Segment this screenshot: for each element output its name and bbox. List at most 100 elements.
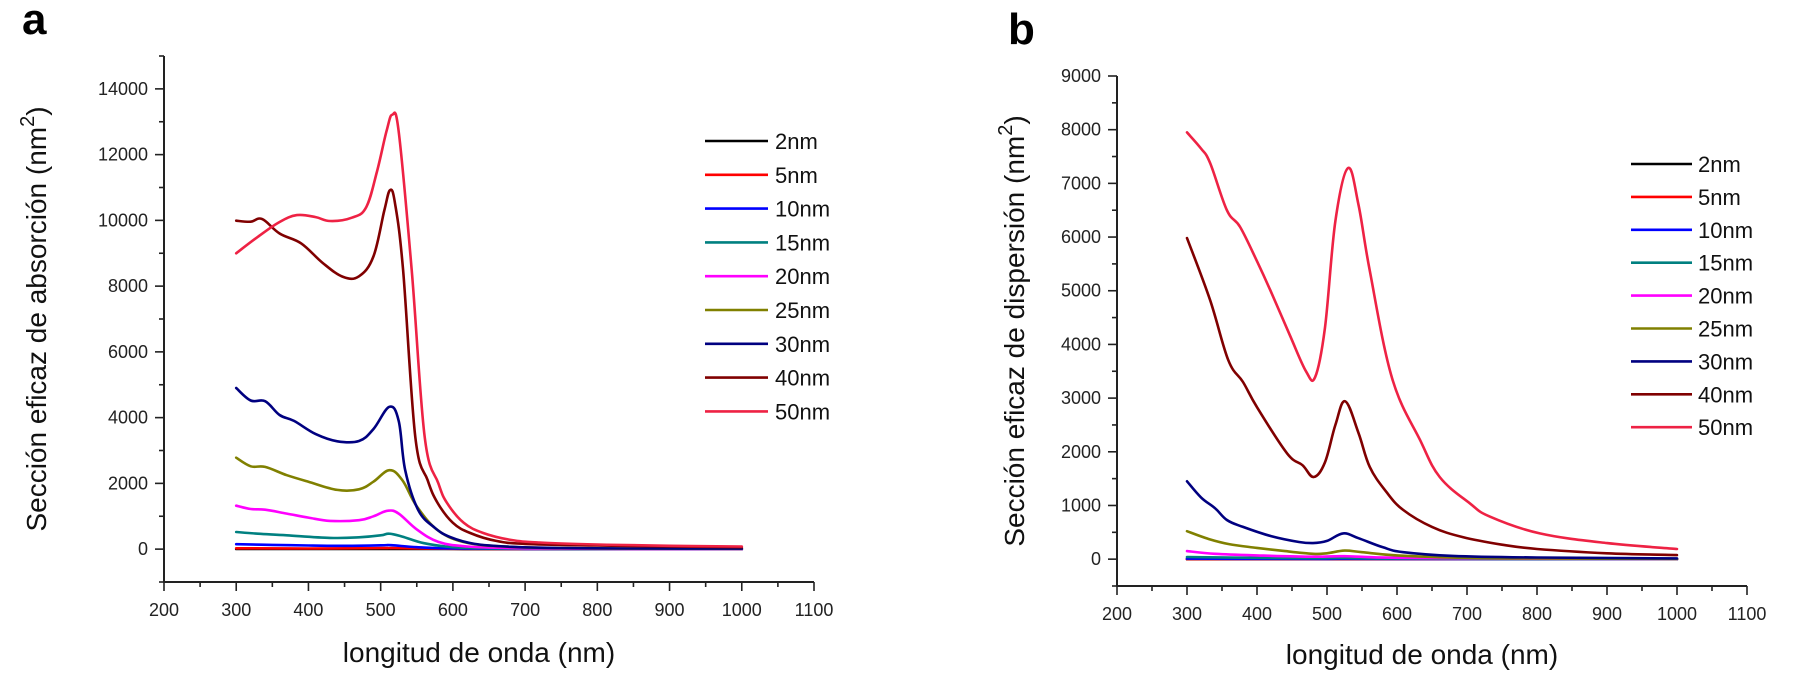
y-tick-label: 4000 [108, 408, 148, 428]
series-line-40nm [1185, 236, 1679, 557]
legend-item-20nm: 20nm [705, 264, 830, 289]
y-tick-label: 4000 [1061, 334, 1101, 354]
legend-label: 5nm [775, 163, 818, 188]
x-tick-label: 1000 [1657, 604, 1697, 624]
series-line-30nm [234, 386, 744, 550]
legend-item-15nm: 15nm [705, 230, 830, 255]
panel-b-letter: b [1008, 5, 1035, 54]
y-tick-label: 8000 [108, 276, 148, 296]
legend-label: 25nm [775, 298, 830, 323]
legend-item-10nm: 10nm [1631, 218, 1753, 243]
legend-item-30nm: 30nm [1631, 349, 1753, 374]
panel-b-y-axis-label-text: Sección eficaz de dispersión (nm [999, 136, 1030, 547]
x-tick-label: 500 [1312, 604, 1342, 624]
x-tick-label: 300 [1172, 604, 1202, 624]
legend-item-10nm: 10nm [705, 197, 830, 222]
x-tick-label: 1100 [795, 600, 834, 620]
legend-item-25nm: 25nm [1631, 317, 1753, 342]
x-tick-label: 500 [366, 600, 396, 620]
legend-item-40nm: 40nm [705, 366, 830, 391]
legend-label: 30nm [775, 332, 830, 357]
legend-label: 15nm [1698, 251, 1753, 276]
panel-b-legend: 2nm 5nm 10nm 15nm 20nm 25nm 30nm 40nm 50nm [1631, 152, 1753, 440]
legend-label: 10nm [1698, 218, 1753, 243]
panel-b-y-axis-label-sup: 2 [995, 125, 1017, 136]
y-tick-label: 3000 [1061, 388, 1101, 408]
series-line-25nm [1185, 529, 1679, 561]
legend-item-15nm: 15nm [1631, 251, 1753, 276]
x-tick-label: 600 [1382, 604, 1412, 624]
x-tick-label: 800 [1522, 604, 1552, 624]
legend-item-50nm: 50nm [705, 399, 830, 424]
x-tick-label: 1100 [1728, 604, 1767, 624]
x-tick-label: 200 [1102, 604, 1132, 624]
y-tick-label: 7000 [1061, 173, 1101, 193]
x-tick-label: 700 [1452, 604, 1482, 624]
panel-b-series [1185, 131, 1679, 561]
legend-label: 40nm [775, 366, 830, 391]
legend-label: 20nm [1698, 284, 1753, 309]
x-tick-label: 800 [582, 600, 612, 620]
y-tick-label: 6000 [108, 342, 148, 362]
y-tick-label: 0 [138, 539, 148, 559]
y-tick-label: 5000 [1061, 281, 1101, 301]
series-line-50nm [1185, 131, 1679, 551]
y-tick-label: 2000 [1061, 442, 1101, 462]
legend-item-40nm: 40nm [1631, 382, 1753, 407]
panel-a-y-axis-label-text: Sección eficaz de absorción (nm [21, 127, 52, 532]
y-tick-label: 10000 [98, 210, 148, 230]
y-tick-label: 12000 [98, 145, 148, 165]
legend-item-30nm: 30nm [705, 332, 830, 357]
y-tick-label: 8000 [1061, 120, 1101, 140]
legend-item-20nm: 20nm [1631, 284, 1753, 309]
legend-label: 10nm [775, 197, 830, 222]
legend-label: 15nm [775, 230, 830, 255]
panel-a-x-axis-label: longitud de onda (nm) [343, 637, 615, 668]
panel-b: b 0100020003000400050006000700080009000 … [995, 5, 1766, 670]
legend-item-50nm: 50nm [1631, 415, 1753, 440]
legend-item-5nm: 5nm [705, 163, 818, 188]
legend-label: 40nm [1698, 382, 1753, 407]
panel-a-y-axis-label-sup: 2 [17, 116, 39, 127]
panel-a-series [234, 111, 744, 551]
panel-b-y-axis-label: Sección eficaz de dispersión (nm2) [995, 115, 1030, 546]
panel-a-y-axis-label: Sección eficaz de absorción (nm2) [17, 106, 52, 531]
legend-label: 2nm [775, 129, 818, 154]
legend-label: 25nm [1698, 317, 1753, 342]
panel-a-letter: a [22, 0, 47, 44]
series-line-40nm [234, 188, 744, 549]
y-tick-label: 0 [1091, 549, 1101, 569]
panel-b-x-axis-label: longitud de onda (nm) [1286, 639, 1558, 670]
x-tick-label: 900 [655, 600, 685, 620]
panel-b-yticks: 0 1000 2000 3000 4000 5000 6000 7000 8000 9000 [1061, 66, 1117, 587]
legend-label: 2nm [1698, 152, 1741, 177]
x-tick-label: 300 [221, 600, 251, 620]
series-line-20nm [234, 504, 744, 551]
panel-a-y-axis-label-close: ) [21, 106, 52, 115]
panel-a-yticks: 0 2000 4000 6000 8000 10000 12000 14000 [98, 55, 164, 583]
y-tick-label: 14000 [98, 79, 148, 99]
panel-b-y-axis-label-close: ) [999, 115, 1030, 124]
panel-a-xticks: 200 300 400 500 600 700 800 900 1000 1100 [149, 582, 833, 620]
legend-label: 20nm [775, 264, 830, 289]
legend-label: 30nm [1698, 349, 1753, 374]
y-tick-label: 2000 [108, 473, 148, 493]
y-tick-label: 9000 [1061, 66, 1101, 86]
legend-item-2nm: 2nm [705, 129, 818, 154]
y-tick-label: 1000 [1061, 495, 1101, 515]
panel-a-legend: 2nm 5nm 10nm 15nm 20nm 25nm 30nm 40nm 50nm [705, 129, 830, 424]
legend-label: 5nm [1698, 185, 1741, 210]
x-tick-label: 1000 [722, 600, 762, 620]
legend-item-25nm: 25nm [705, 298, 830, 323]
x-tick-label: 600 [438, 600, 468, 620]
legend-item-2nm: 2nm [1631, 152, 1741, 177]
legend-label: 50nm [775, 399, 830, 424]
x-tick-label: 400 [293, 600, 323, 620]
series-line-30nm [1185, 480, 1679, 560]
legend-item-5nm: 5nm [1631, 185, 1741, 210]
x-tick-label: 900 [1592, 604, 1622, 624]
panel-a: a 0 2000 4000 6000 8000 10000 12000 14000 200 30… [17, 0, 833, 668]
x-tick-label: 700 [510, 600, 540, 620]
legend-label: 50nm [1698, 415, 1753, 440]
